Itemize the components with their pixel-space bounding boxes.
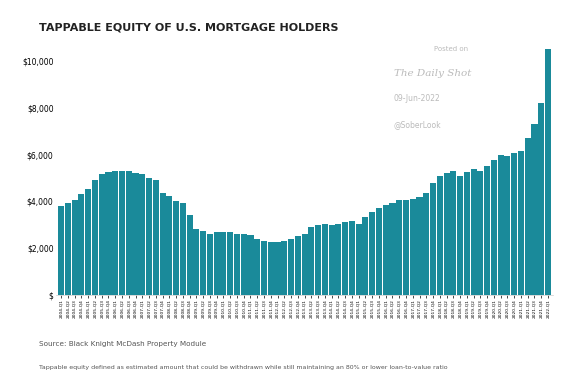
Bar <box>200 231 206 295</box>
Bar <box>173 201 179 295</box>
Bar <box>450 171 456 295</box>
Bar <box>396 200 402 295</box>
Bar <box>227 232 233 295</box>
Bar <box>119 171 125 295</box>
Bar <box>126 171 132 295</box>
Bar <box>322 223 328 295</box>
Text: Tappable equity defined as estimated amount that could be withdrawn while still : Tappable equity defined as estimated amo… <box>39 364 448 370</box>
Bar <box>180 203 186 295</box>
Bar <box>221 232 227 295</box>
Bar <box>254 239 260 295</box>
Bar <box>105 172 112 295</box>
Bar <box>491 161 497 295</box>
Bar <box>65 203 71 295</box>
Bar <box>268 242 274 295</box>
Bar <box>423 193 429 295</box>
Bar <box>477 171 483 295</box>
Bar <box>295 236 301 295</box>
Bar <box>525 138 531 295</box>
Bar <box>470 169 477 295</box>
Bar <box>356 223 362 295</box>
Bar <box>403 200 409 295</box>
Bar <box>85 189 91 295</box>
Bar <box>382 205 389 295</box>
Bar <box>376 208 382 295</box>
Bar <box>538 103 544 295</box>
Bar <box>160 193 166 295</box>
Bar <box>153 180 159 295</box>
Bar <box>342 222 348 295</box>
Bar <box>363 217 368 295</box>
Bar <box>234 234 240 295</box>
Bar <box>58 206 64 295</box>
Bar <box>409 199 416 295</box>
Bar <box>389 203 395 295</box>
Bar <box>139 175 146 295</box>
Bar <box>545 50 551 295</box>
Bar <box>511 153 517 295</box>
Bar <box>416 197 422 295</box>
Bar <box>329 225 334 295</box>
Bar <box>146 178 152 295</box>
Bar <box>72 200 78 295</box>
Bar <box>78 194 85 295</box>
Bar <box>112 171 118 295</box>
Text: TAPPABLE EQUITY OF U.S. MORTGAGE HOLDERS: TAPPABLE EQUITY OF U.S. MORTGAGE HOLDERS <box>39 23 339 33</box>
Bar <box>248 235 253 295</box>
Bar <box>430 183 436 295</box>
Bar <box>214 232 220 295</box>
Bar <box>464 172 470 295</box>
Bar <box>531 124 537 295</box>
Bar <box>497 155 504 295</box>
Bar <box>443 174 450 295</box>
Bar <box>484 166 490 295</box>
Text: 09-Jun-2022: 09-Jun-2022 <box>394 94 440 103</box>
Bar <box>518 151 524 295</box>
Bar <box>504 156 510 295</box>
Bar <box>369 212 375 295</box>
Bar <box>193 229 200 295</box>
Bar <box>281 241 287 295</box>
Bar <box>315 225 321 295</box>
Bar <box>133 174 139 295</box>
Bar <box>187 215 193 295</box>
Bar <box>457 176 463 295</box>
Text: Posted on: Posted on <box>434 45 468 51</box>
Bar <box>275 242 280 295</box>
Bar <box>437 176 443 295</box>
Bar <box>261 241 267 295</box>
Text: Source: Black Knight McDash Property Module: Source: Black Knight McDash Property Mod… <box>39 341 207 347</box>
Bar <box>309 227 314 295</box>
Bar <box>99 175 105 295</box>
Bar <box>349 221 355 295</box>
Text: The Daily Shot: The Daily Shot <box>394 69 472 77</box>
Text: @SoberLook: @SoberLook <box>394 120 442 129</box>
Bar <box>336 223 341 295</box>
Bar <box>207 234 213 295</box>
Bar <box>92 180 98 295</box>
Bar <box>241 234 246 295</box>
Bar <box>166 195 173 295</box>
Bar <box>288 239 294 295</box>
Bar <box>302 234 307 295</box>
